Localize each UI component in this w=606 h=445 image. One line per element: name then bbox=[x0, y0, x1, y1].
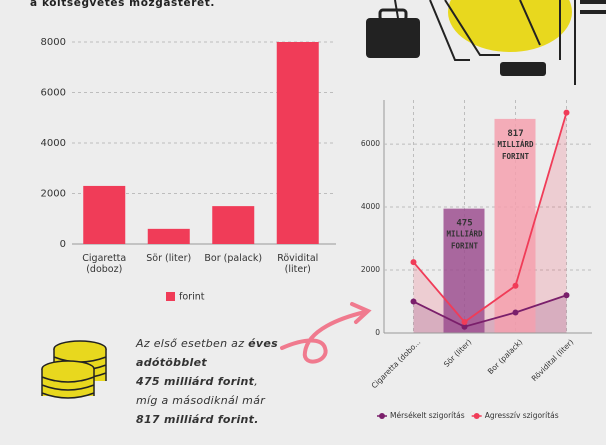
x-tick-label: Rövidital (liter) bbox=[277, 253, 319, 275]
arrow-head bbox=[350, 302, 372, 324]
point bbox=[461, 318, 468, 325]
note-text: Az első esetben az éves adótöbblet 475 mil… bbox=[136, 334, 278, 429]
legend-label: forint bbox=[179, 292, 205, 303]
y-tick-label: 2000 bbox=[361, 265, 380, 274]
y-tick-label: 4000 bbox=[361, 202, 380, 211]
x-tick-label: Bor (palack) bbox=[204, 253, 263, 264]
y-tick-label: 6000 bbox=[361, 139, 380, 148]
bar bbox=[212, 206, 255, 244]
bar bbox=[147, 228, 190, 244]
arrow-decoration bbox=[280, 310, 367, 364]
legend-label: Agresszív szigorítás bbox=[485, 411, 559, 420]
y-tick-label: 0 bbox=[60, 239, 66, 250]
note-segment: 475 milliárd forint bbox=[136, 375, 255, 388]
note-segment: 817 milliárd forint. bbox=[136, 413, 259, 426]
note-segment: , bbox=[254, 375, 259, 388]
point bbox=[563, 109, 570, 116]
bar bbox=[276, 42, 319, 244]
point bbox=[563, 292, 570, 299]
highlight-label: 475 MILLIÁRD FORINT bbox=[446, 218, 483, 251]
line bbox=[413, 294, 567, 328]
point bbox=[410, 259, 417, 266]
note-line: 817 milliárd forint. bbox=[136, 410, 278, 429]
note-segment: adótöbblet bbox=[136, 356, 207, 369]
note-line: míg a másodiknál már bbox=[136, 391, 278, 410]
x-tick-label: Bor (palack) bbox=[486, 337, 525, 376]
point bbox=[512, 282, 519, 289]
y-tick-label: 4000 bbox=[41, 138, 66, 149]
note-line: 475 milliárd forint, bbox=[136, 372, 278, 391]
intro-text: a költségvetés mozgásterét. bbox=[30, 0, 215, 9]
y-tick-label: 0 bbox=[375, 328, 380, 337]
x-tick-label: Sör (liter) bbox=[146, 253, 192, 264]
legend-swatch bbox=[166, 292, 175, 301]
x-tick-label: Rövidital (liter) bbox=[530, 337, 576, 383]
note-segment: Az első esetben az bbox=[136, 337, 249, 350]
x-tick-label: Sör (liter) bbox=[442, 337, 474, 369]
x-tick-label: Cigaretta (doboz) bbox=[82, 253, 127, 275]
highlight-bar bbox=[494, 118, 536, 333]
note-segment: míg a másodiknál már bbox=[136, 394, 266, 407]
y-tick-label: 2000 bbox=[41, 189, 66, 200]
note-line: Az első esetben az éves bbox=[136, 334, 278, 353]
note-segment: éves bbox=[248, 337, 278, 350]
legend-label: Mérsékelt szigorítás bbox=[390, 411, 465, 420]
highlight-label: 817 MILLIÁRD FORINT bbox=[497, 128, 534, 161]
area bbox=[413, 112, 567, 333]
bar bbox=[83, 185, 126, 244]
point bbox=[410, 298, 417, 305]
line bbox=[412, 112, 568, 324]
y-tick-label: 8000 bbox=[41, 37, 66, 48]
point bbox=[461, 323, 468, 330]
coins-icon bbox=[41, 340, 107, 399]
x-tick-label: Cigaretta (dobo... bbox=[369, 337, 422, 390]
point bbox=[512, 309, 519, 316]
illustration bbox=[366, 0, 606, 85]
y-tick-label: 6000 bbox=[41, 88, 66, 99]
note-line: adótöbblet bbox=[136, 353, 278, 372]
